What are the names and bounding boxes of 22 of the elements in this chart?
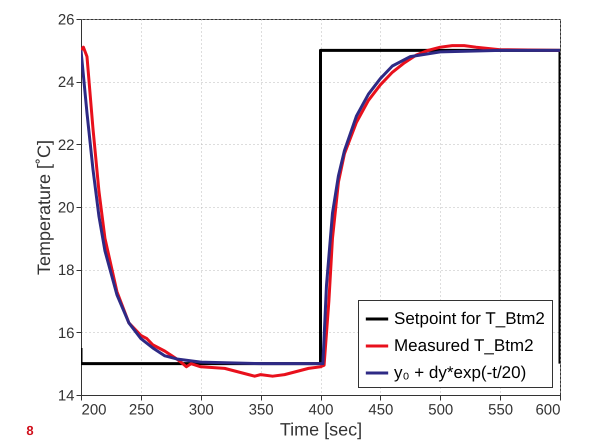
y-tick-label: 24	[58, 74, 74, 92]
x-tick-label: 400	[308, 402, 334, 418]
y-tick-label: 22	[58, 136, 74, 154]
x-tick-label: 450	[368, 402, 394, 418]
x-tick-label: 550	[488, 402, 514, 418]
y-axis-title: Temperature [˚C]	[34, 140, 54, 276]
y-tick-label: 18	[58, 262, 74, 280]
legend-label: y₀ + dy*exp(-t/20)	[394, 363, 526, 382]
x-tick-label: 500	[428, 402, 454, 418]
y-tick-label: 14	[58, 388, 74, 404]
x-axis-title: Time [sec]	[280, 420, 362, 440]
legend-label: Measured T_Btm2	[394, 336, 534, 355]
y-tick-label: 16	[58, 324, 74, 342]
y-tick-label: 20	[58, 200, 74, 216]
x-tick-label: 250	[128, 402, 154, 418]
x-tick-label: 600	[535, 402, 560, 418]
text: 8	[26, 423, 34, 438]
x-tick-label: 200	[82, 402, 107, 418]
y-tick-label: 26	[58, 12, 74, 28]
x-tick-label: 300	[188, 402, 214, 418]
x-tick-label: 350	[248, 402, 274, 418]
legend-label: Setpoint for T_Btm2	[394, 309, 545, 328]
